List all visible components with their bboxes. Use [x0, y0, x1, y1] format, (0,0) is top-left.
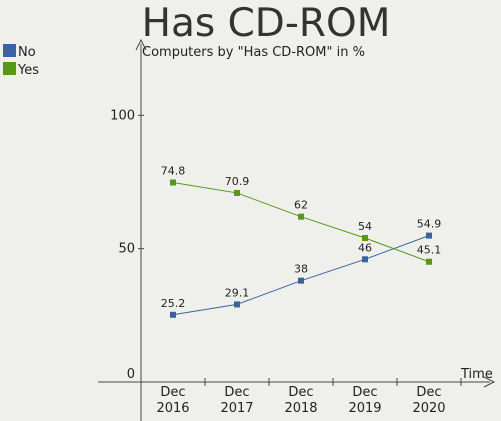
- data-point-no: [298, 277, 304, 284]
- data-point-yes: [362, 235, 368, 241]
- data-point-yes: [426, 258, 432, 265]
- x-axis: Time: [98, 367, 496, 388]
- data-point-yes: [298, 213, 304, 220]
- y-tick-label: 0: [127, 367, 135, 382]
- x-axis-arrow: [483, 376, 496, 388]
- data-label-yes: 70.9: [225, 175, 250, 188]
- data-label-yes: 54: [358, 220, 372, 233]
- data-label-yes: 74.8: [161, 165, 186, 178]
- x-tick-label-month: Dec: [160, 385, 185, 400]
- legend-label-yes: Yes: [17, 63, 39, 78]
- data-label-no: 25.2: [161, 297, 186, 310]
- legend-swatch-yes: [3, 62, 16, 75]
- data-point-no: [362, 256, 368, 263]
- x-tick-label-year: 2020: [412, 401, 445, 416]
- x-tick-label-year: 2019: [348, 401, 381, 416]
- y-axis: [135, 38, 147, 421]
- x-tick-label-year: 2016: [156, 401, 189, 416]
- x-tick-label-month: Dec: [288, 385, 313, 400]
- data-label-yes: 45.1: [417, 244, 442, 257]
- y-ticks: 0 50 100: [110, 108, 144, 382]
- series-layer: 25.2 29.1 38 46 54.9 74.8 70.9 62 54 45.1: [161, 165, 442, 318]
- data-point-no: [234, 301, 240, 308]
- data-point-no: [170, 311, 176, 318]
- chart-subtitle: Computers by "Has CD-ROM" in %: [142, 45, 365, 60]
- series-yes: 74.8 70.9 62 54 45.1: [161, 165, 442, 265]
- y-axis-arrow: [135, 38, 147, 51]
- data-point-no: [426, 232, 432, 239]
- data-point-yes: [234, 189, 240, 196]
- x-tick-label-month: Dec: [352, 385, 377, 400]
- x-tick-label-year: 2018: [284, 401, 317, 416]
- x-tick-label-year: 2017: [220, 401, 253, 416]
- x-axis-label: Time: [460, 367, 493, 382]
- x-tick-label-month: Dec: [224, 385, 249, 400]
- x-tick-label-month: Dec: [416, 385, 441, 400]
- data-point-yes: [170, 179, 176, 186]
- data-label-no: 46: [358, 241, 372, 254]
- data-label-yes: 62: [294, 199, 308, 212]
- data-label-no: 38: [294, 263, 308, 276]
- legend-label-no: No: [18, 45, 36, 60]
- y-tick-label: 50: [118, 242, 135, 257]
- legend: No Yes: [3, 44, 39, 78]
- y-tick-label: 100: [110, 108, 135, 123]
- chart-title: Has CD-ROM: [142, 1, 391, 46]
- data-label-no: 54.9: [417, 218, 442, 231]
- legend-swatch-no: [3, 44, 16, 57]
- series-no: 25.2 29.1 38 46 54.9: [161, 218, 442, 318]
- data-label-no: 29.1: [225, 286, 250, 299]
